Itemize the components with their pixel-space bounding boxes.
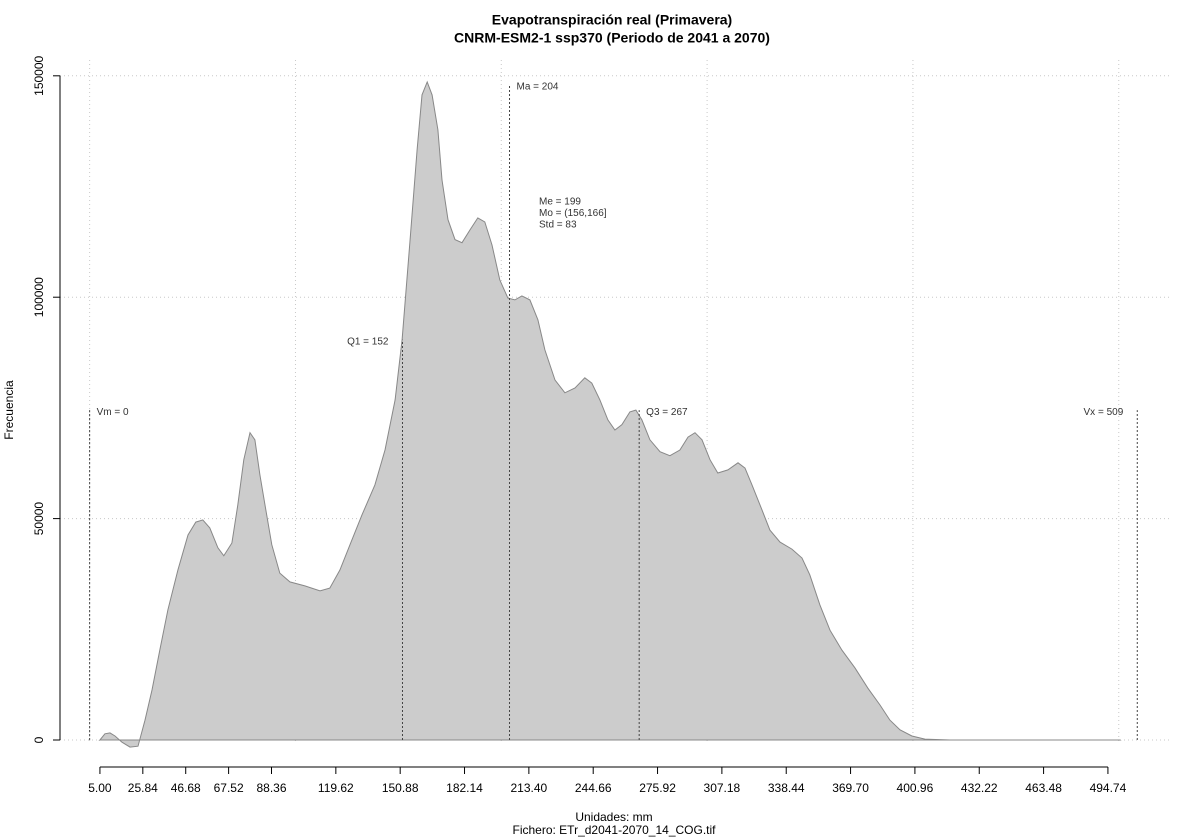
chart-title: Evapotranspiración real (Primavera) [492,12,732,28]
y-tick-label: 150000 [32,55,46,95]
stats-text: Std = 83 [539,220,577,231]
x-tick-label: 119.62 [318,781,354,795]
y-axis-label: Frecuencia [2,380,16,440]
marker-label: Vx = 509 [1084,407,1124,418]
stats-text: Mo = (156,166] [539,208,607,219]
y-tick-label: 50000 [32,502,46,536]
x-tick-label: 307.18 [704,781,741,795]
x-tick-label: 150.88 [382,781,419,795]
x-tick-label: 338.44 [768,781,805,795]
marker-label: Q1 = 152 [347,336,389,347]
y-tick-label: 0 [32,736,46,743]
y-tick-label: 100000 [32,277,46,317]
marker-label: Ma = 204 [517,81,559,92]
marker-label: Vm = 0 [97,407,129,418]
x-tick-label: 400.96 [897,781,934,795]
x-axis-label: Unidades: mm [575,810,652,824]
x-tick-label: 5.00 [88,781,112,795]
chart-subtitle: CNRM-ESM2-1 ssp370 (Periodo de 2041 a 20… [454,30,770,46]
x-tick-label: 88.36 [256,781,286,795]
x-tick-label: 182.14 [446,781,483,795]
stats-text: Me = 199 [539,197,581,208]
marker-label: Q3 = 267 [646,407,688,418]
x-tick-label: 463.48 [1025,781,1062,795]
x-tick-label: 369.70 [832,781,869,795]
density-area [98,80,1122,748]
caption: Fichero: ETr_d2041-2070_14_COG.tif [513,823,717,837]
x-tick-label: 494.74 [1090,781,1127,795]
x-tick-label: 213.40 [511,781,548,795]
x-tick-label: 275.92 [639,781,676,795]
x-tick-label: 46.68 [171,781,201,795]
x-tick-label: 432.22 [961,781,998,795]
x-tick-label: 25.84 [128,781,158,795]
x-tick-label: 67.52 [214,781,244,795]
x-tick-label: 244.66 [575,781,612,795]
